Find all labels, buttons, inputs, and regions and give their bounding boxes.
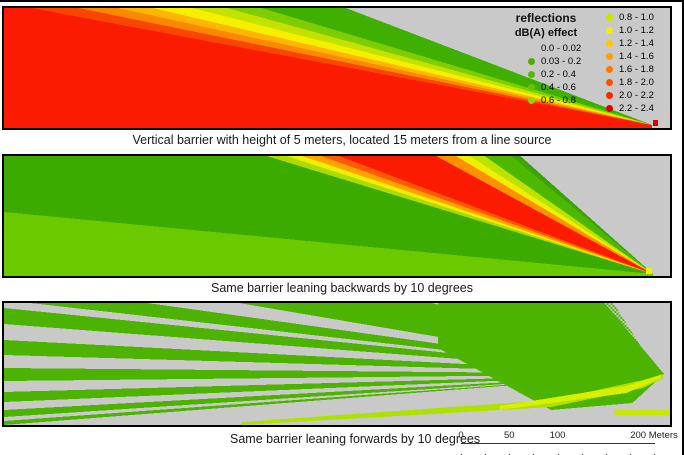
legend-color-dot [528,71,535,78]
legend-color-dot [528,97,535,104]
scalebar-labels: 0 50 100 200 Meters [458,430,681,441]
legend-left-entries: 0.0 - 0.02 0.03 - 0.2 0.2 - 0.4 [494,42,598,107]
legend-color-dot [606,92,613,99]
legend-entry: 1.8 - 2.0 [606,76,666,89]
scalebar-label: 0 [458,430,464,441]
legend-color-dot [528,58,535,65]
legend-color-dot [606,14,613,21]
legend-entry: 0.03 - 0.2 [494,55,598,68]
legend-subtitle: dB(A) effect [514,27,578,39]
map-panel-leaning-backwards [2,154,672,278]
scalebar-line [461,443,655,444]
caption-leaning-backwards: Same barrier leaning backwards by 10 deg… [211,281,473,295]
legend-entry-label: 0.4 - 0.6 [541,82,576,93]
legend-entry-label: 1.2 - 1.4 [619,38,654,49]
map-panel-leaning-forwards [2,301,672,427]
legend-title: reflections [515,11,577,25]
legend-entry-label: 1.8 - 2.0 [619,77,654,88]
legend-color-dot [528,84,535,91]
legend-entry: 1.6 - 1.8 [606,63,666,76]
caption-vertical-barrier: Vertical barrier with height of 5 meters… [132,133,552,147]
legend-entry-label: 0.2 - 0.4 [541,69,576,80]
legend-right-column: 0.8 - 1.0 1.0 - 1.2 1.2 - 1.4 [606,11,666,115]
legend-entry-label: 1.0 - 1.2 [619,25,654,36]
legend-entry-label: 2.0 - 2.2 [619,90,654,101]
scalebar: 0 50 100 200 Meters [458,430,681,455]
heatmap-leaning-forwards [4,303,670,425]
legend-entry: 0.6 - 0.8 [494,94,598,107]
legend-entry-label: 1.4 - 1.6 [619,51,654,62]
legend-entry: 0.0 - 0.02 [494,42,598,55]
legend-entry-label: 0.8 - 1.0 [619,12,654,23]
legend-color-dot [606,105,613,112]
heatmap-vertical-barrier [4,8,670,128]
scalebar-label: 50 [503,430,515,441]
legend: reflections dB(A) effect 0.0 - 0.02 0.03… [494,11,666,115]
legend-left-column: reflections dB(A) effect 0.0 - 0.02 0.03… [494,11,598,115]
legend-entry: 0.2 - 0.4 [494,68,598,81]
caption-leaning-forwards: Same barrier leaning forwards by 10 degr… [230,432,481,446]
legend-entry: 1.4 - 1.6 [606,50,666,63]
legend-color-dot [606,53,613,60]
legend-entry: 2.2 - 2.4 [606,102,666,115]
legend-right-entries: 0.8 - 1.0 1.0 - 1.2 1.2 - 1.4 [606,11,666,115]
scalebar-label: 100 [549,430,566,441]
legend-color-dot [606,66,613,73]
legend-entry: 0.8 - 1.0 [606,11,666,24]
legend-entry-label: 2.2 - 2.4 [619,103,654,114]
legend-color-dot [606,79,613,86]
legend-entry: 1.0 - 1.2 [606,24,666,37]
legend-color-dot [606,27,613,34]
legend-entry-label: 0.6 - 0.8 [541,95,576,106]
legend-entry-label: 1.6 - 1.8 [619,64,654,75]
map-panel-vertical-barrier: reflections dB(A) effect 0.0 - 0.02 0.03… [2,6,672,130]
legend-entry-label: 0.0 - 0.02 [541,43,582,54]
legend-entry: 2.0 - 2.2 [606,89,666,102]
legend-entry: 0.4 - 0.6 [494,81,598,94]
heatmap-leaning-backwards [4,156,670,276]
legend-entry: 1.2 - 1.4 [606,37,666,50]
legend-color-dot [606,40,613,47]
legend-entry-label: 0.03 - 0.2 [541,56,582,67]
scalebar-label: 200 Meters [630,430,678,441]
